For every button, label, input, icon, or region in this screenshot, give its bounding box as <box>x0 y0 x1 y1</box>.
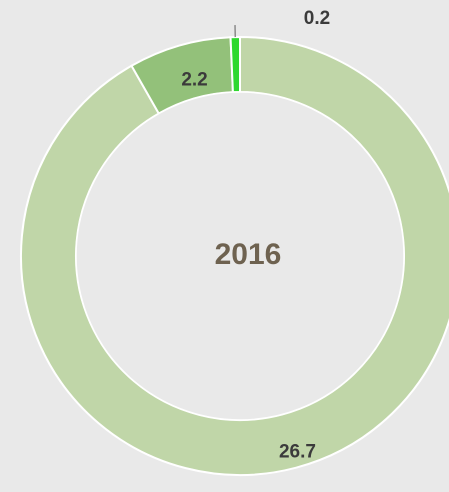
inner-edge <box>75 91 405 421</box>
center-label: 2016 <box>215 238 282 271</box>
ring <box>20 35 449 476</box>
data-label: 26.7 <box>279 442 316 463</box>
donut-segment <box>229 35 241 94</box>
data-label: 0.2 <box>304 8 330 29</box>
data-label: 2.2 <box>181 70 207 91</box>
